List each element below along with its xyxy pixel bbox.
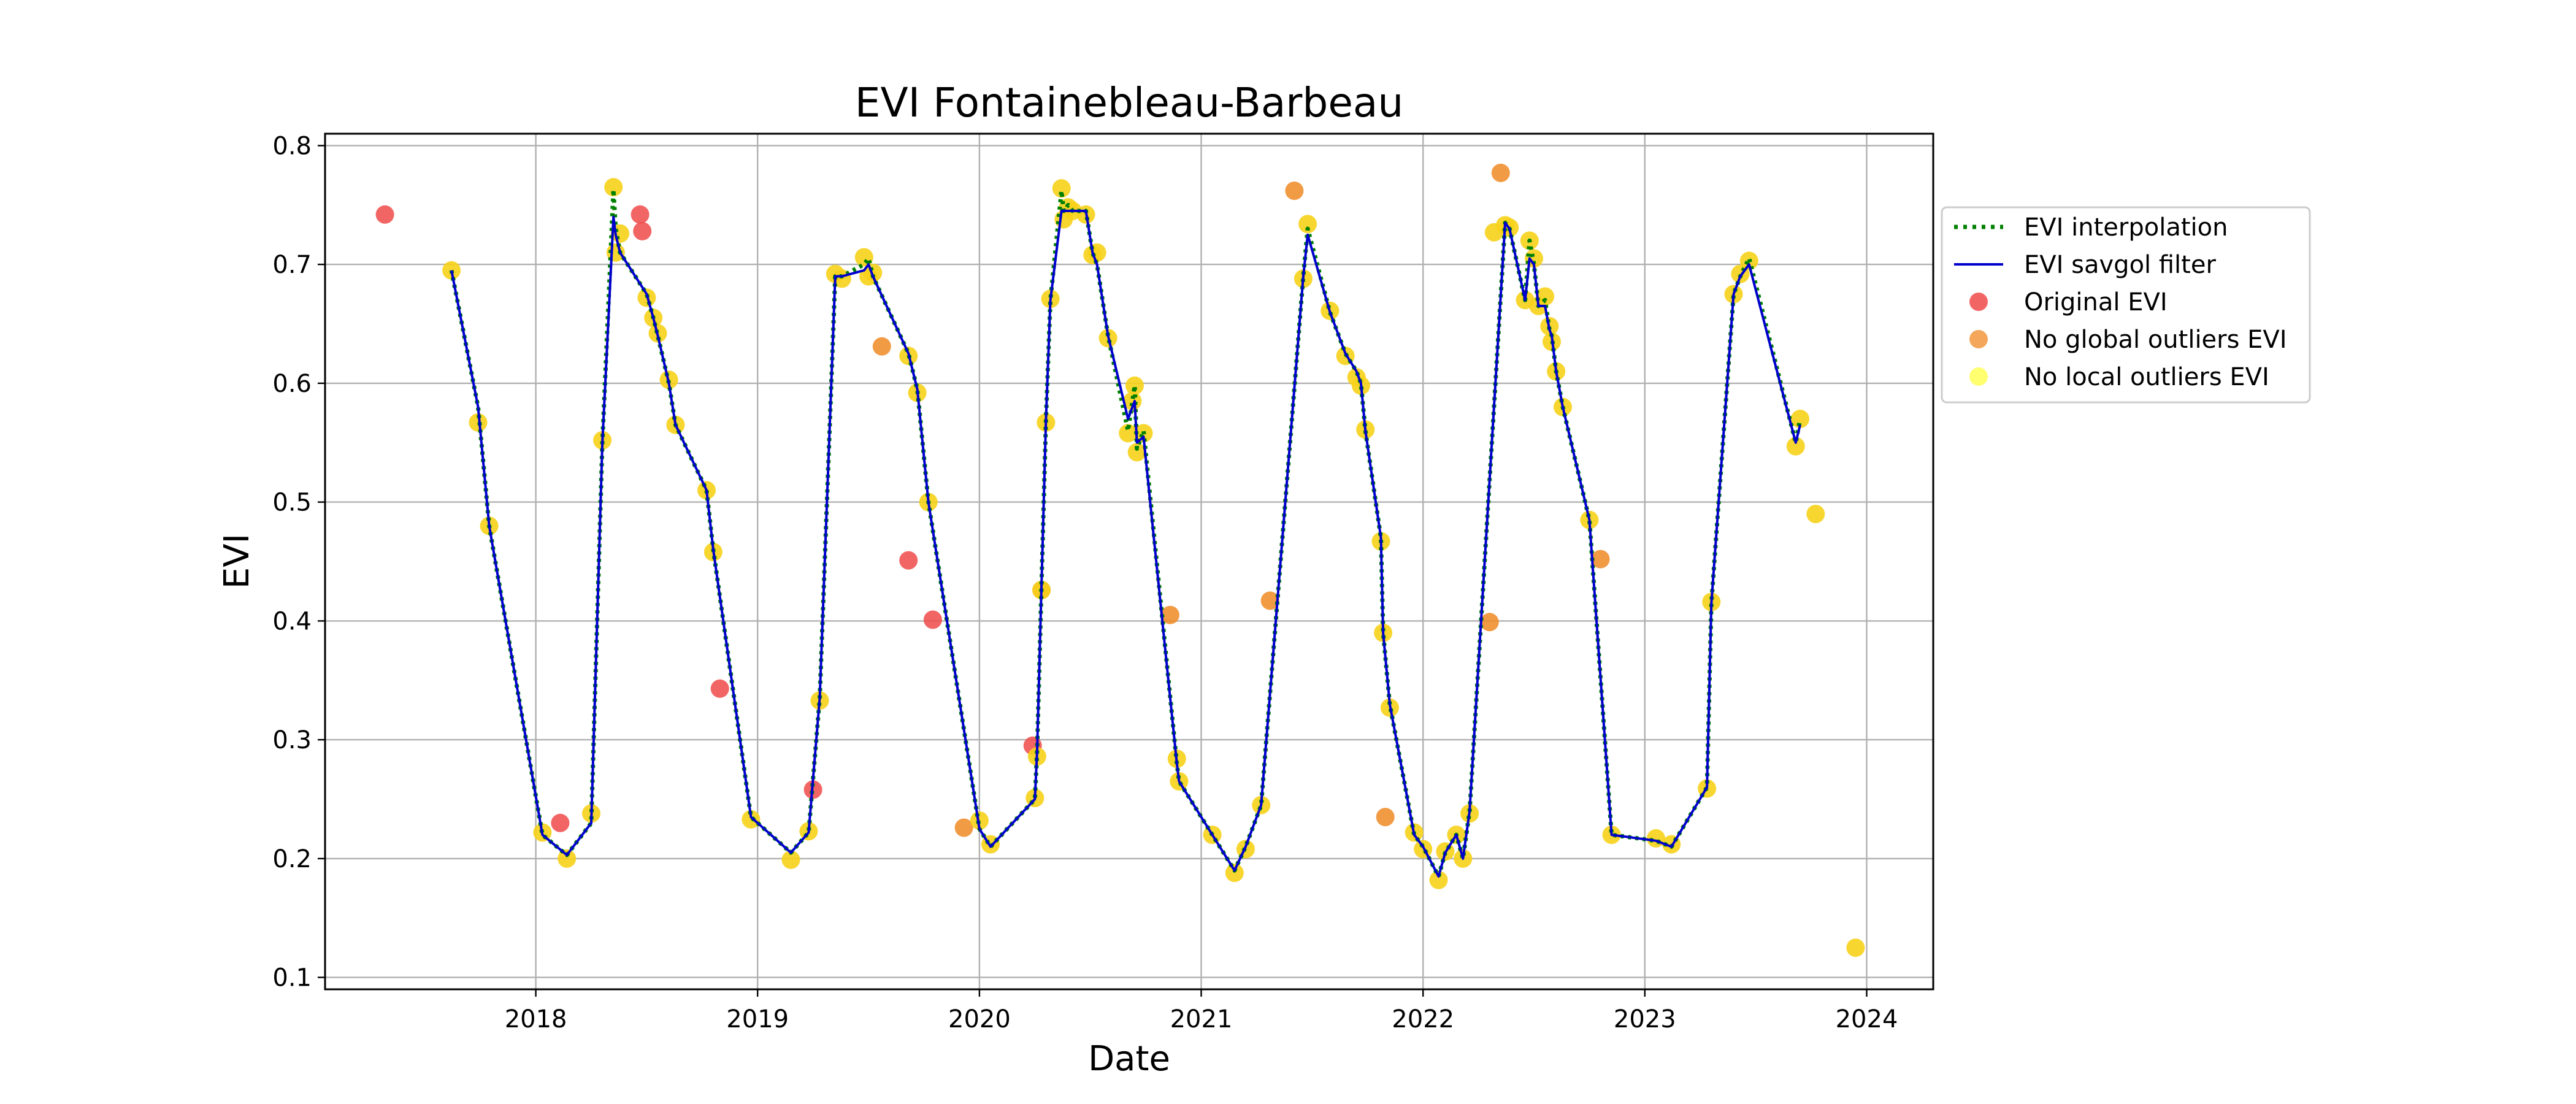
x-tick-label: 2018 <box>505 1005 567 1033</box>
x-tick-label: 2024 <box>1836 1005 1898 1033</box>
original-evi-point <box>631 205 650 224</box>
local-filtered-evi-point <box>1298 215 1317 234</box>
x-tick-label: 2020 <box>948 1005 1011 1033</box>
legend-swatch-local <box>1969 367 1988 386</box>
local-filtered-evi-point <box>1225 864 1244 883</box>
original-evi-point <box>710 679 729 698</box>
local-filtered-evi-point <box>1791 410 1809 428</box>
global-filtered-evi-point <box>1260 591 1279 610</box>
legend-swatch-original <box>1969 293 1988 311</box>
legend-label-savgol: EVI savgol filter <box>2024 251 2216 279</box>
global-filtered-evi-point <box>1491 163 1510 182</box>
global-filtered-evi-point <box>1376 808 1395 827</box>
legend-label-interpolation: EVI interpolation <box>2024 213 2228 242</box>
chart-title: EVI Fontainebleau-Barbeau <box>855 79 1403 126</box>
legend-label-global: No global outliers EVI <box>2024 326 2287 354</box>
local-filtered-evi-point <box>781 850 800 869</box>
y-tick-label: 0.4 <box>272 607 312 635</box>
evi-savgol-line <box>450 209 1801 878</box>
x-tick-label: 2023 <box>1614 1005 1676 1033</box>
y-tick-label: 0.3 <box>272 726 312 754</box>
original-evi-point <box>551 813 570 832</box>
global-filtered-evi-point <box>872 337 891 356</box>
local-filtered-evi-point <box>558 849 577 868</box>
x-tick-label: 2022 <box>1392 1005 1454 1033</box>
x-tick-label: 2019 <box>726 1005 789 1033</box>
plot-series <box>375 163 1865 957</box>
y-tick-label: 0.7 <box>272 251 312 279</box>
y-tick-label: 0.2 <box>272 845 312 873</box>
y-tick-label: 0.5 <box>272 489 312 517</box>
legend-box <box>1941 206 2311 404</box>
legend-label-original: Original EVI <box>2024 288 2168 316</box>
legend-swatch-global <box>1969 330 1988 348</box>
local-filtered-evi-point <box>1536 287 1555 306</box>
global-filtered-evi-point <box>1591 550 1610 569</box>
original-evi-point <box>375 205 394 224</box>
local-filtered-evi-point <box>604 178 623 197</box>
original-evi-point <box>899 551 918 570</box>
local-filtered-evi-point <box>1429 870 1448 889</box>
y-tick-label: 0.8 <box>272 132 312 160</box>
x-axis-label: Date <box>1088 1039 1170 1079</box>
global-filtered-evi-point <box>1285 182 1304 200</box>
local-filtered-evi-point <box>1119 424 1138 443</box>
x-tick-label: 2021 <box>1170 1005 1233 1033</box>
y-tick-label: 0.1 <box>272 964 312 992</box>
y-axis-label: EVI <box>217 534 257 589</box>
axis-ticks: 2018 2019 2020 2021 2022 2023 2024 0.1 0.2 0.3 0.4… <box>272 132 1898 1033</box>
plot-frame <box>324 132 1934 991</box>
local-filtered-evi-point <box>1806 505 1825 523</box>
local-filtered-evi-point <box>1052 179 1071 198</box>
y-tick-label: 0.6 <box>272 370 312 398</box>
legend-label-local: No local outliers EVI <box>2024 363 2269 391</box>
local-filtered-evi-point <box>1786 437 1805 456</box>
original-evi-point <box>633 221 652 240</box>
global-filtered-evi-point <box>1480 613 1499 632</box>
local-filtered-evi-point <box>864 263 883 282</box>
local-filtered-evi-point <box>854 248 873 267</box>
global-filtered-evi-point <box>1160 605 1179 624</box>
global-filtered-evi-point <box>954 818 973 837</box>
local-filtered-evi-point <box>1846 938 1865 957</box>
legend: EVI interpolation EVI savgol filter Orig… <box>1941 206 2311 404</box>
local-filtered-evi-point <box>1127 443 1146 462</box>
original-evi-point <box>923 610 942 629</box>
local-filtered-evi-point <box>1125 376 1144 395</box>
